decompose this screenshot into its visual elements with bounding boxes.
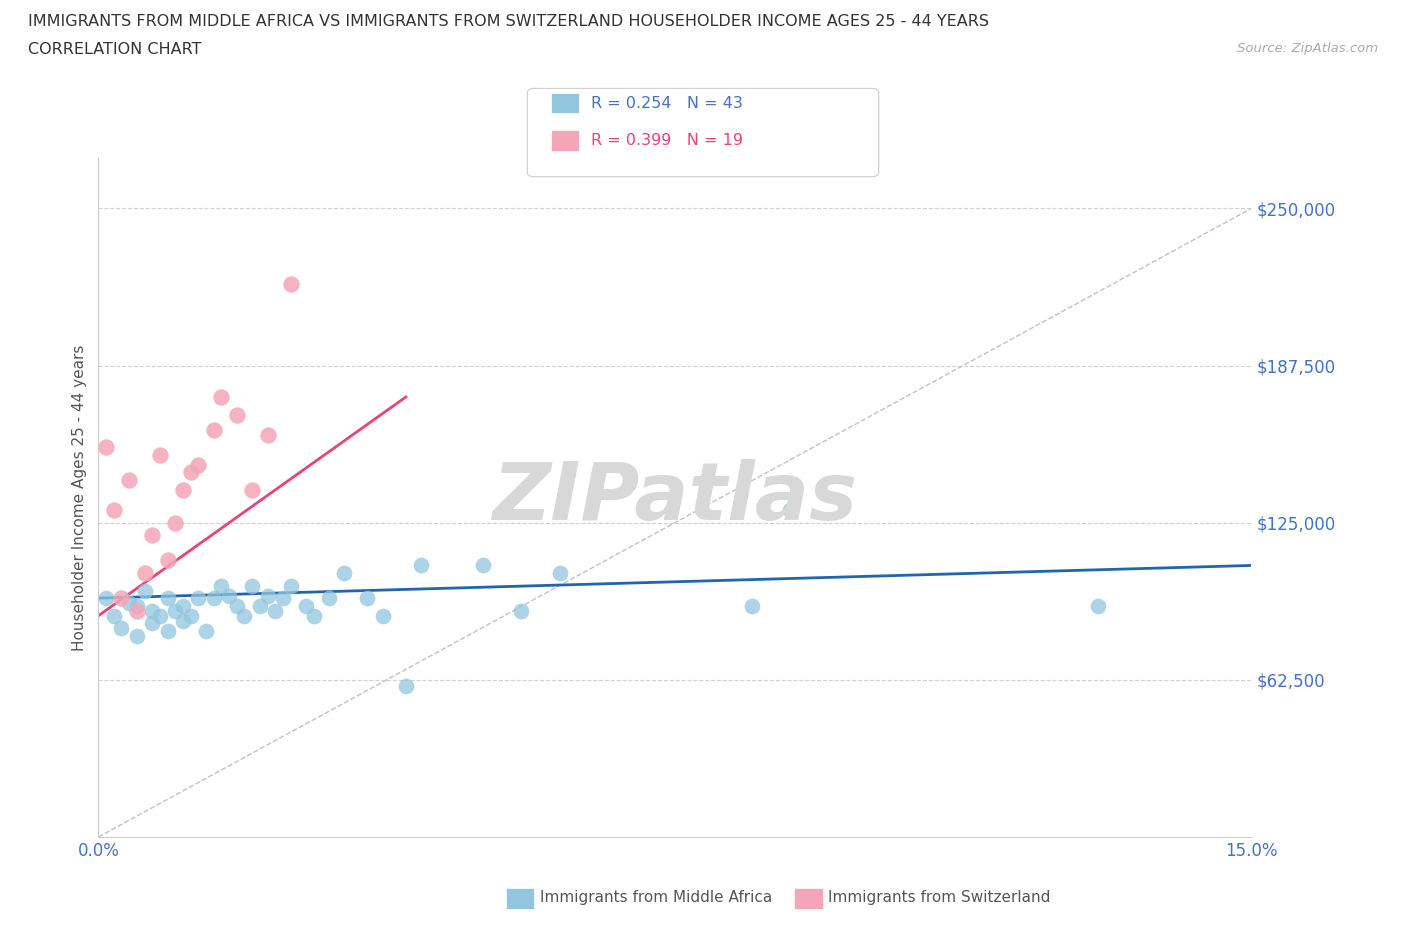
Point xyxy=(295,598,318,613)
Point xyxy=(165,515,187,530)
Point xyxy=(371,608,394,623)
Point xyxy=(779,503,801,518)
Point xyxy=(180,465,202,480)
Point xyxy=(280,276,302,291)
Point xyxy=(302,608,325,623)
Point xyxy=(103,503,125,518)
Point xyxy=(240,483,263,498)
Point xyxy=(103,608,125,623)
Point xyxy=(94,591,117,605)
Point xyxy=(209,578,232,593)
Point xyxy=(149,447,172,462)
Point xyxy=(156,623,179,638)
Text: R = 0.254   N = 43: R = 0.254 N = 43 xyxy=(591,96,742,111)
Point xyxy=(110,591,132,605)
Point xyxy=(187,458,209,472)
Point xyxy=(125,629,148,644)
Point xyxy=(156,591,179,605)
Point xyxy=(741,598,763,613)
Point xyxy=(356,591,378,605)
Point xyxy=(141,604,163,618)
Text: Immigrants from Middle Africa: Immigrants from Middle Africa xyxy=(540,890,772,905)
Point xyxy=(134,565,156,580)
Point xyxy=(256,588,278,603)
Point xyxy=(125,598,148,613)
Point xyxy=(125,604,148,618)
Point xyxy=(209,390,232,405)
Text: IMMIGRANTS FROM MIDDLE AFRICA VS IMMIGRANTS FROM SWITZERLAND HOUSEHOLDER INCOME : IMMIGRANTS FROM MIDDLE AFRICA VS IMMIGRA… xyxy=(28,14,988,29)
Point xyxy=(318,591,340,605)
Point xyxy=(180,608,202,623)
Point xyxy=(280,578,302,593)
Point xyxy=(271,591,294,605)
Point xyxy=(395,679,418,694)
Point xyxy=(411,558,433,573)
Point xyxy=(172,598,194,613)
Point xyxy=(471,558,494,573)
Point xyxy=(149,608,172,623)
Y-axis label: Householder Income Ages 25 - 44 years: Householder Income Ages 25 - 44 years xyxy=(72,344,87,651)
Point xyxy=(94,440,117,455)
Point xyxy=(249,598,271,613)
Point xyxy=(218,588,240,603)
Point xyxy=(1087,598,1109,613)
Point xyxy=(172,613,194,628)
Text: R = 0.399   N = 19: R = 0.399 N = 19 xyxy=(591,133,742,148)
Point xyxy=(141,616,163,631)
Point xyxy=(225,407,247,422)
Point xyxy=(225,598,247,613)
Text: Immigrants from Switzerland: Immigrants from Switzerland xyxy=(828,890,1050,905)
Point xyxy=(333,565,356,580)
Point xyxy=(118,472,141,487)
Point xyxy=(510,604,533,618)
Point xyxy=(240,578,263,593)
Point xyxy=(195,623,218,638)
Point xyxy=(118,596,141,611)
Point xyxy=(202,591,225,605)
Text: ZIPatlas: ZIPatlas xyxy=(492,458,858,537)
Point xyxy=(264,604,287,618)
Point xyxy=(141,528,163,543)
Point xyxy=(156,553,179,568)
Point xyxy=(110,621,132,636)
Point xyxy=(548,565,571,580)
Point xyxy=(202,422,225,437)
Point xyxy=(165,604,187,618)
Point xyxy=(256,427,278,442)
Text: Source: ZipAtlas.com: Source: ZipAtlas.com xyxy=(1237,42,1378,55)
Point xyxy=(233,608,256,623)
Point xyxy=(172,483,194,498)
Point xyxy=(187,591,209,605)
Text: CORRELATION CHART: CORRELATION CHART xyxy=(28,42,201,57)
Point xyxy=(134,583,156,598)
